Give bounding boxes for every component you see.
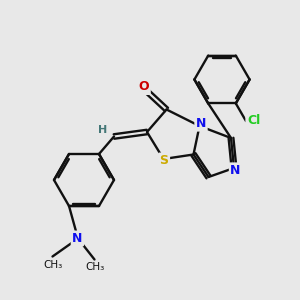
Text: Cl: Cl [247, 114, 260, 127]
Text: N: N [72, 232, 82, 245]
Text: S: S [160, 154, 169, 167]
Text: H: H [98, 125, 107, 135]
Text: CH₃: CH₃ [43, 260, 62, 269]
Text: N: N [230, 164, 241, 177]
Text: N: N [196, 117, 206, 130]
Text: O: O [139, 80, 149, 94]
Text: CH₃: CH₃ [85, 262, 104, 272]
